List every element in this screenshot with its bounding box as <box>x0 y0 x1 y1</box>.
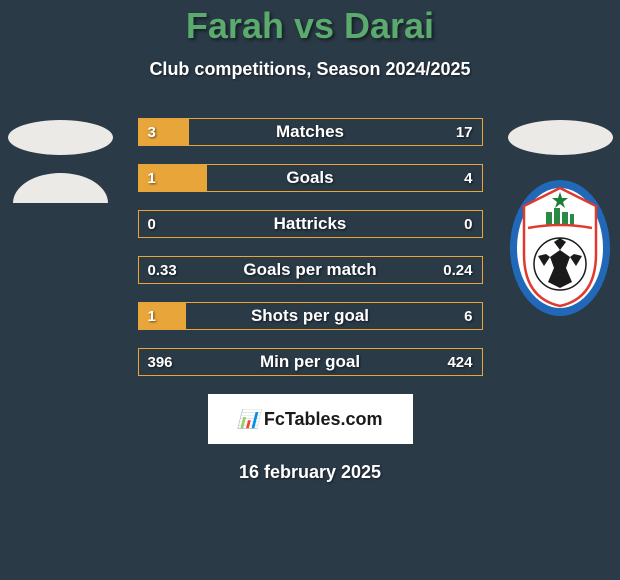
brand-badge: 📊 FcTables.com <box>208 394 413 444</box>
stat-label: Goals <box>138 164 483 192</box>
stat-value-right: 0 <box>464 210 472 238</box>
player-left-avatar <box>0 120 120 260</box>
stat-value-right: 424 <box>447 348 472 376</box>
chart-icon: 📊 <box>237 409 259 430</box>
stat-label: Matches <box>138 118 483 146</box>
stat-value-right: 6 <box>464 302 472 330</box>
brand-text: FcTables.com <box>264 409 383 430</box>
stat-row: 396Min per goal424 <box>138 348 483 376</box>
stat-label: Goals per match <box>138 256 483 284</box>
stat-row: 0.33Goals per match0.24 <box>138 256 483 284</box>
stat-value-right: 17 <box>456 118 473 146</box>
date-label: 16 february 2025 <box>0 462 620 483</box>
stat-label: Shots per goal <box>138 302 483 330</box>
page-title: Farah vs Darai <box>0 5 620 47</box>
stat-value-right: 0.24 <box>443 256 472 284</box>
stat-row: 0Hattricks0 <box>138 210 483 238</box>
stat-value-right: 4 <box>464 164 472 192</box>
page-subtitle: Club competitions, Season 2024/2025 <box>0 59 620 80</box>
stat-row: 1Goals4 <box>138 164 483 192</box>
infographic-container: Farah vs Darai Club competitions, Season… <box>0 0 620 580</box>
stats-bars: 3Matches17 1Goals4 0Hattricks0 0.33Goals pe… <box>138 118 483 376</box>
club-badge-icon <box>508 178 612 318</box>
avatar-head-icon <box>8 120 113 155</box>
avatar-shoulders-icon <box>13 173 108 203</box>
stat-row: 1Shots per goal6 <box>138 302 483 330</box>
avatar-head-icon <box>508 120 613 155</box>
stat-row: 3Matches17 <box>138 118 483 146</box>
stat-label: Hattricks <box>138 210 483 238</box>
stat-label: Min per goal <box>138 348 483 376</box>
